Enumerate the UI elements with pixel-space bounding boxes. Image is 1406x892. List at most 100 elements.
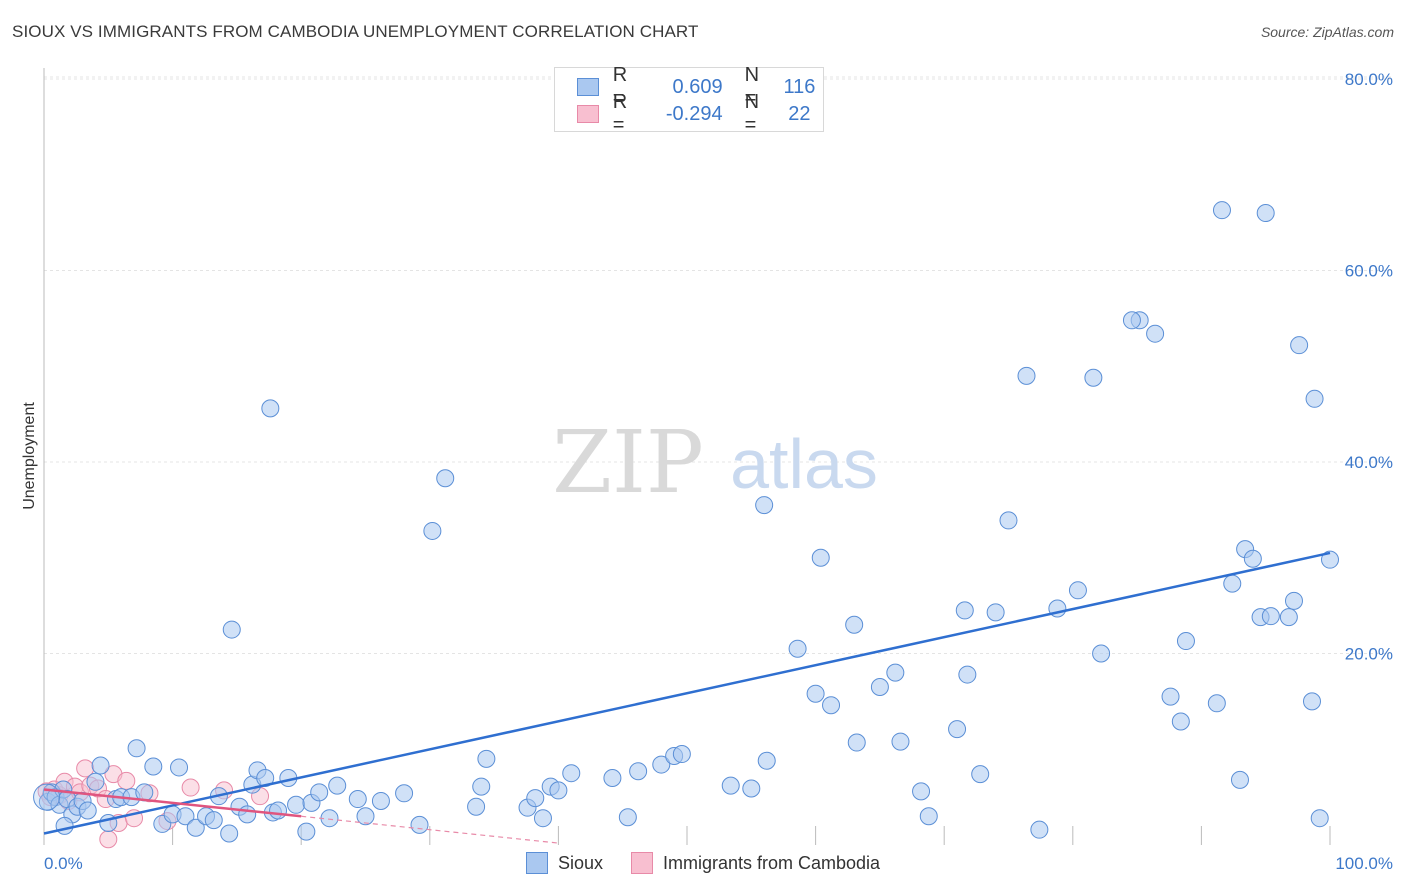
sioux-point <box>1122 311 1141 330</box>
sioux-point <box>1017 366 1036 385</box>
trend-lines <box>43 551 1331 844</box>
y-tick-label: 20.0% <box>1345 645 1393 664</box>
y-tick-label: 80.0% <box>1345 70 1393 89</box>
sioux-point <box>287 795 306 814</box>
sioux-swatch <box>577 78 599 96</box>
legend-r-value: 0.609 <box>672 75 723 98</box>
legend-row-sioux: R = 0.609 N = 116 <box>577 64 823 109</box>
sioux-point <box>91 756 110 775</box>
y-tick-labels: 20.0% 40.0% 60.0% 80.0% <box>1345 70 1393 664</box>
sioux-point <box>1084 368 1103 387</box>
sioux-point <box>1171 712 1190 731</box>
legend-n-value: 116 <box>783 75 816 98</box>
sioux-point <box>436 469 455 488</box>
cambodia-trend-line <box>43 788 302 818</box>
legend-r-value: -0.294 <box>665 102 723 125</box>
cambodia-trend-extension <box>301 815 559 844</box>
legend-n-label: N = <box>744 91 760 136</box>
sioux-point <box>55 816 74 835</box>
sioux-point <box>1290 336 1309 355</box>
x-tick-label-max: 100.0% <box>1335 854 1393 873</box>
sioux-point <box>261 399 280 418</box>
sioux-point <box>999 511 1018 530</box>
sioux-point <box>958 665 977 684</box>
sioux-trend-line <box>43 551 1331 835</box>
sioux-point <box>912 782 931 801</box>
sioux-point <box>1092 644 1111 663</box>
sioux-point <box>328 776 347 795</box>
sioux-points <box>33 201 1339 843</box>
sioux-point <box>891 732 910 751</box>
sioux-point <box>222 620 241 639</box>
sioux-point <box>356 807 375 826</box>
sioux-point <box>86 772 105 791</box>
sioux-point <box>1261 607 1280 626</box>
sioux-point <box>1284 591 1303 610</box>
sioux-point <box>410 815 429 834</box>
sioux-point <box>1279 608 1298 627</box>
sioux-point <box>176 807 195 826</box>
sioux-point <box>652 755 671 774</box>
sioux-point <box>955 601 974 620</box>
sioux-point <box>721 776 740 795</box>
sioux-point <box>847 733 866 752</box>
sioux-point <box>472 777 491 796</box>
sioux-point <box>238 805 257 824</box>
legend-row-cambodia: R = -0.294 N = 22 <box>577 91 823 136</box>
watermark: ZIP atlas <box>552 413 878 513</box>
sioux-point <box>204 811 223 830</box>
y-axis-label: Unemployment <box>21 402 38 510</box>
sioux-point <box>811 548 830 567</box>
legend-item-cambodia[interactable]: Immigrants from Cambodia <box>630 852 880 874</box>
x-tick-labels: 0.0% 100.0% <box>44 854 1393 873</box>
cambodia-point <box>117 771 136 790</box>
sioux-point <box>1212 201 1231 220</box>
sioux-point <box>672 745 691 764</box>
sioux-point <box>618 808 637 827</box>
sioux-point <box>1302 692 1321 711</box>
cambodia-swatch <box>577 105 599 123</box>
sioux-point <box>423 521 442 540</box>
legend-r-label: R = <box>612 64 628 109</box>
sioux-point <box>603 768 622 787</box>
sioux-point <box>477 749 496 768</box>
sioux-point <box>1321 550 1339 569</box>
sioux-point <box>806 684 825 703</box>
sioux-point <box>1223 574 1242 593</box>
sioux-point <box>467 797 486 816</box>
sioux-point <box>919 807 938 826</box>
sioux-point <box>870 678 889 697</box>
watermark-zip: ZIP <box>552 413 704 513</box>
sioux-point <box>886 663 905 682</box>
sioux-point <box>526 789 545 808</box>
sioux-point <box>170 758 189 777</box>
sioux-point <box>1068 581 1087 600</box>
sioux-point <box>1207 694 1226 713</box>
cambodia-point <box>181 778 200 797</box>
sioux-point-cluster <box>33 783 61 811</box>
sioux-point <box>757 751 776 770</box>
sioux-point <box>971 765 990 784</box>
sioux-legend-swatch <box>525 852 548 874</box>
series-legend: Sioux Immigrants from Cambodia <box>0 852 1406 874</box>
sioux-point <box>1256 204 1275 223</box>
sioux-point <box>986 603 1005 622</box>
sioux-point <box>562 764 581 783</box>
sioux-point <box>310 783 329 802</box>
sioux-point <box>269 801 288 820</box>
legend-n-label: N = <box>744 64 760 109</box>
sioux-point <box>755 496 774 515</box>
sioux-point <box>742 779 761 798</box>
sioux-point <box>1305 389 1324 408</box>
sioux-point <box>78 801 97 820</box>
sioux-point <box>395 784 414 803</box>
cambodia-point <box>99 830 118 849</box>
sioux-point <box>297 822 316 841</box>
sioux-point <box>549 781 568 800</box>
sioux-point <box>948 720 967 739</box>
sioux-legend-label: Sioux <box>557 852 603 873</box>
correlation-legend: R = 0.609 N = 116 R = -0.294 N = 22 <box>554 64 824 136</box>
sioux-point <box>822 696 841 715</box>
legend-item-sioux[interactable]: Sioux <box>525 852 603 874</box>
